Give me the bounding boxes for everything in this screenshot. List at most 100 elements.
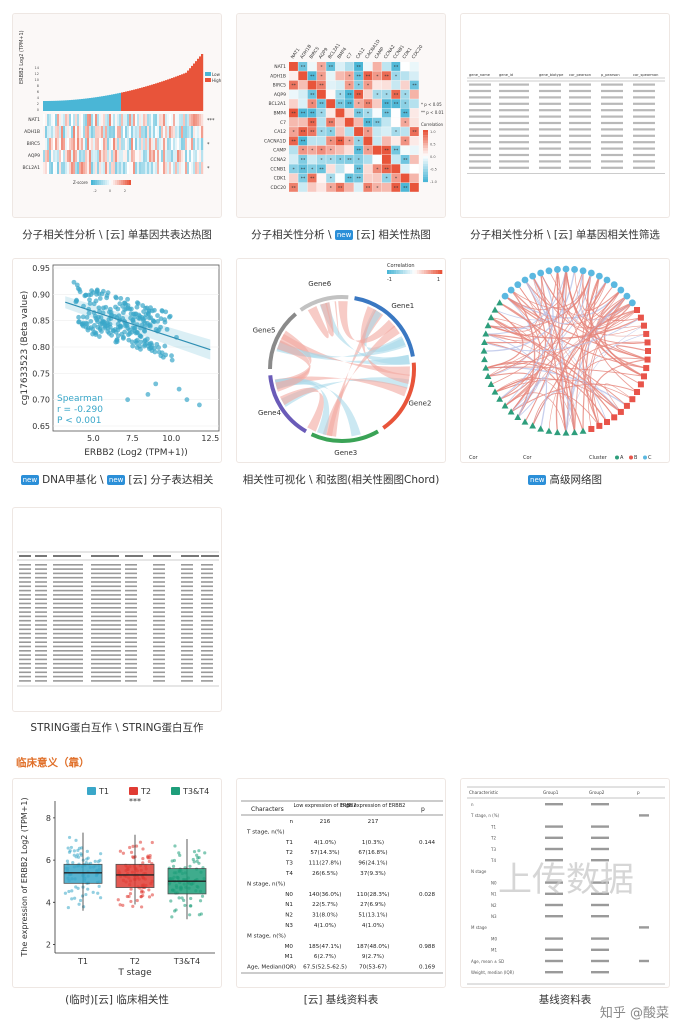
table-cell: 9(2.7%) <box>362 954 384 960</box>
heat-cell <box>71 138 74 150</box>
table-cell <box>545 881 563 884</box>
table-cell <box>91 581 121 583</box>
thumb-string-table[interactable] <box>12 507 222 712</box>
heat-cell <box>89 150 92 162</box>
corr-cell <box>298 117 308 127</box>
legend-gradient <box>426 270 429 274</box>
corr-significance: ** <box>403 157 408 163</box>
thumb-network[interactable]: Cor Cor Cluster A B C <box>460 258 670 463</box>
table-cell <box>469 89 491 93</box>
corr-cell <box>391 164 401 174</box>
data-point <box>97 296 103 301</box>
corr-cell <box>326 80 336 90</box>
heat-cell <box>195 138 198 150</box>
corr-significance: ** <box>319 83 324 89</box>
heat-cell <box>131 114 134 126</box>
table-cell <box>569 141 591 144</box>
table-row-label: Age, mean ± SD <box>471 959 504 964</box>
corr-significance: * <box>320 148 323 154</box>
corr-significance: * <box>386 92 389 98</box>
node-cluster-a <box>623 402 630 409</box>
heat-cell <box>79 126 82 138</box>
node-cluster-b <box>562 429 570 436</box>
legend-gradient <box>423 158 428 162</box>
table-cell <box>35 572 47 575</box>
table-cell <box>201 576 213 579</box>
table-cell <box>19 611 31 613</box>
table-cell <box>633 160 655 163</box>
data-point <box>146 311 151 317</box>
legend-gradient <box>437 270 440 274</box>
thumb-methylation-scatter[interactable]: 0.95 0.90 0.85 0.80 0.75 0.70 0.65 5.0 7.5 10.0 12… <box>12 258 222 463</box>
thumb-chord[interactable]: Correlation -1 1 Gene1 Gene2 Gene3 Gene4 Gene5 G… <box>236 258 446 463</box>
heat-cell <box>77 138 80 150</box>
jitter-point <box>97 884 101 888</box>
heat-cell <box>177 150 180 162</box>
heat-cell <box>63 114 66 126</box>
jitter-point <box>75 853 80 857</box>
heat-cell <box>159 150 162 162</box>
heat-cell <box>47 162 50 174</box>
thumb-baseline-table-2[interactable]: Characteristic Group1 Group2 p n T stage, n (… <box>460 778 670 988</box>
card-caption[interactable]: 基线资料表 <box>538 994 592 1006</box>
card-caption[interactable]: [云] 基线资料表 <box>303 994 379 1006</box>
heat-cell <box>65 162 68 174</box>
table-header <box>19 555 31 557</box>
card-caption[interactable]: 分子相关性分析 \ [云] 单基因共表达热图 <box>22 229 212 241</box>
corr-significance: ** <box>366 185 371 191</box>
corr-cell <box>344 145 354 155</box>
corr-cell <box>372 145 382 155</box>
card-caption[interactable]: 相关性可视化 \ 和弦图(相关性圈图Chord) <box>242 474 440 486</box>
table-cell <box>469 102 491 105</box>
table-cell <box>153 641 165 643</box>
heat-cell <box>51 114 54 126</box>
table-header: p <box>421 806 425 813</box>
heat-cell <box>135 162 138 174</box>
node-cluster-a <box>643 330 650 337</box>
card-caption[interactable]: 分子相关性分析 \ new [云] 相关性热图 <box>236 228 446 242</box>
heat-cell <box>193 150 196 162</box>
heat-cell <box>93 126 96 138</box>
data-point <box>84 314 90 320</box>
legend-gradient <box>423 143 428 146</box>
expression-bar <box>75 99 78 111</box>
legend-sig-2: ** p < 0.01 <box>421 110 444 115</box>
corr-significance: ** <box>366 120 371 126</box>
table-cell <box>53 568 83 570</box>
heat-cell <box>135 150 138 162</box>
network-edge <box>562 268 638 329</box>
expression-bar <box>101 96 104 111</box>
card-caption[interactable]: STRING蛋白互作 \ STRING蛋白互作 <box>30 722 204 734</box>
stat-label: Spearman <box>57 394 103 404</box>
heat-cell <box>75 126 78 138</box>
card-caption[interactable]: new 高级网络图 <box>460 473 670 487</box>
card-caption[interactable]: new DNA甲基化 \ new [云] 分子表达相关 <box>12 473 222 487</box>
table-cell <box>91 671 121 674</box>
corr-cell <box>391 127 401 136</box>
heat-cell <box>177 138 180 150</box>
corr-cell <box>289 173 298 183</box>
table-cell <box>539 128 561 131</box>
thumb-baseline-table[interactable]: Characters Low expression of ERBB2 High ex… <box>236 778 446 988</box>
table-cell <box>91 645 121 648</box>
heat-cell <box>123 126 126 138</box>
heat-cell <box>193 162 196 174</box>
x-tick-label: 10.0 <box>162 434 180 443</box>
thumb-boxplot[interactable]: T1 T2 T3&T4 8 6 4 2 T1 T2 T3&T4 *** T stage The expr… <box>12 778 222 988</box>
table-cell <box>633 134 655 137</box>
card-caption[interactable]: 分子相关性分析 \ [云] 单基因相关性筛选 <box>470 229 660 241</box>
thumb-correlation-heatmap[interactable]: NAT1 NAT1 ADH1B ADH1B BIRC5 BIRC5 AQP9 AQP9 BCL2… <box>236 13 446 218</box>
card-caption[interactable]: (临时)[云] 临床相关性 <box>65 994 169 1006</box>
corr-cell <box>326 155 336 164</box>
thumb-coexpression-heatmap[interactable]: ERBB2 Log2 (TPM+1) 0 2 4 6 8 10 12 14 Low High NAT1… <box>12 13 222 218</box>
jitter-point <box>188 904 193 908</box>
jitter-point <box>197 849 201 853</box>
heat-cell <box>193 126 196 138</box>
corr-cell <box>409 99 419 109</box>
corr-significance: ** <box>310 92 315 98</box>
thumb-screening-table[interactable]: gene_name gene_id gene_biotype cor_pearson p… <box>460 13 670 218</box>
network-edge <box>540 272 648 361</box>
heat-cell <box>133 138 136 150</box>
heat-cell <box>125 114 128 126</box>
corr-significance: * <box>339 157 342 163</box>
